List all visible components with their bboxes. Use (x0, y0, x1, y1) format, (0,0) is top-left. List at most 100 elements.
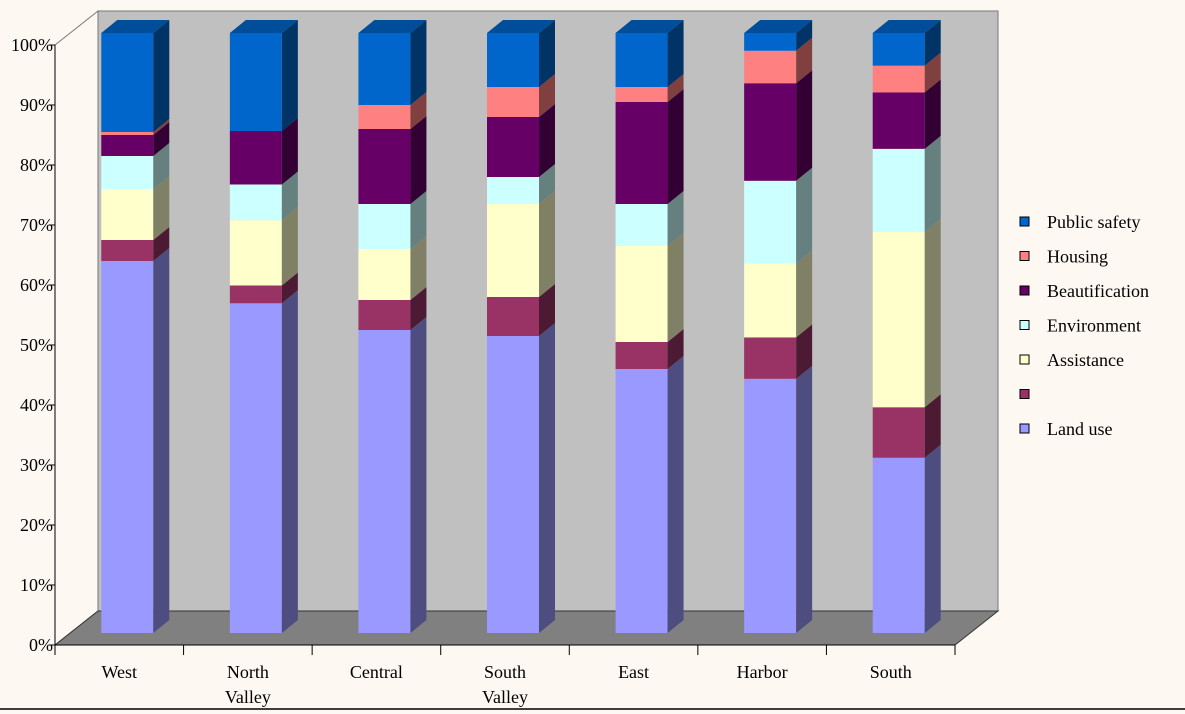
bar-segment (487, 204, 539, 297)
bar-segment (744, 33, 797, 51)
bar-segment-top (101, 20, 170, 33)
bar-segment-top (358, 20, 427, 33)
bar-segment-side (153, 143, 170, 189)
y-tick-label: 60% (20, 275, 53, 295)
bar-segment-side (924, 444, 941, 633)
bar-segment-top (744, 20, 813, 33)
bar-segment (101, 189, 154, 240)
bar-segment-side (796, 37, 813, 84)
bar-segment-side (796, 365, 813, 633)
bar-segment (615, 33, 668, 87)
bar-segment-side (796, 324, 813, 379)
bar-segment-side (796, 70, 813, 181)
bar-segment-side (924, 52, 941, 93)
bar-segment-side (410, 287, 427, 330)
bar-segment-top (615, 20, 684, 33)
bar-segment (615, 102, 668, 204)
bar-segment-side (281, 207, 298, 286)
bar-segment-side (539, 164, 555, 204)
bar-segment-top (487, 20, 555, 33)
bar-segment (487, 177, 539, 204)
bar-segment (358, 300, 411, 330)
legend-label: Land use (1047, 419, 1112, 439)
bar-segment (872, 65, 925, 93)
bar-stack (358, 20, 427, 633)
bar-segment-side (410, 20, 427, 105)
bar-segment-side (539, 20, 555, 87)
bar-stacks (101, 20, 941, 633)
bar-segment (872, 232, 925, 408)
bar-segment (744, 337, 797, 379)
bar-segment (615, 246, 668, 342)
bar-segment (358, 129, 411, 204)
bar-segment (872, 33, 925, 66)
bar-segment-side (153, 122, 170, 156)
y-axis: 0% 10% 20% 30% 40% 50% 60% 70% 80% 90% 100% (11, 35, 56, 655)
y-tick-label: 90% (20, 95, 53, 115)
bar-segment (358, 105, 411, 129)
bar-segment (872, 407, 925, 458)
bar-segment (744, 263, 797, 338)
bar-segment (487, 117, 539, 177)
y-tick-label: 10% (20, 575, 53, 595)
bar-segment (487, 336, 539, 633)
x-tick-label: South Valley (482, 662, 528, 707)
bar-segment (872, 92, 925, 149)
x-tick-label: West (102, 662, 138, 682)
bar-segment-side (281, 290, 298, 633)
y-tick-label: 80% (20, 155, 53, 175)
legend-label: Assistance (1047, 350, 1124, 370)
x-tick-label: South (870, 662, 912, 682)
legend-item (1019, 389, 1030, 399)
bar-segment-side (410, 116, 427, 204)
x-axis: West North Valley Central South Valley East Har… (54, 644, 956, 707)
bar-segment (358, 330, 411, 633)
bar-segment-side (796, 167, 813, 264)
bar-segment (615, 342, 668, 369)
legend-swatch (1019, 216, 1030, 227)
bar-segment (615, 87, 668, 102)
bar-segment (358, 33, 411, 105)
bar-stack (101, 20, 170, 633)
bar-segment-top (872, 20, 941, 33)
x-tick-label: East (618, 662, 649, 682)
legend-item: Beautification (1019, 281, 1149, 301)
y-tick-label: 0% (29, 635, 53, 655)
bar-segment (872, 457, 925, 633)
bar-segment (101, 132, 154, 135)
side-wall (54, 9, 99, 647)
bar-segment (229, 131, 282, 185)
legend-label: Housing (1047, 247, 1108, 267)
bar-segment (101, 33, 154, 132)
legend-label: Public safety (1047, 212, 1140, 232)
bar-segment-side (796, 20, 813, 51)
bar-segment (101, 135, 154, 156)
bar-segment (358, 204, 411, 249)
bar-segment-side (539, 104, 555, 177)
bar-segment-side (539, 191, 555, 297)
bar-segment-side (281, 171, 298, 221)
bar-segment-side (667, 191, 684, 246)
bar-segment (229, 184, 282, 221)
bar-segment (487, 33, 539, 87)
legend-item: Assistance (1019, 350, 1124, 370)
bar-segment-side (667, 329, 684, 369)
bar-stack (487, 20, 555, 633)
legend-swatch (1019, 251, 1030, 261)
y-tick-label: 40% (20, 395, 53, 415)
bar-segment-side (539, 284, 555, 336)
bar-segment (744, 50, 797, 84)
bar-segment-side (410, 92, 427, 129)
bar-segment-side (281, 272, 298, 304)
y-tick-label: 30% (20, 455, 53, 475)
bar-segment-side (924, 135, 941, 233)
legend-item: Environment (1019, 316, 1141, 336)
bar-segment (872, 148, 925, 233)
bar-segment-side (924, 20, 941, 66)
bar-segment (615, 369, 668, 633)
bar-segment-side (410, 236, 427, 300)
bar-segment-side (924, 394, 941, 458)
bar-segment-side (410, 191, 427, 249)
bar-segment-side (153, 119, 170, 135)
